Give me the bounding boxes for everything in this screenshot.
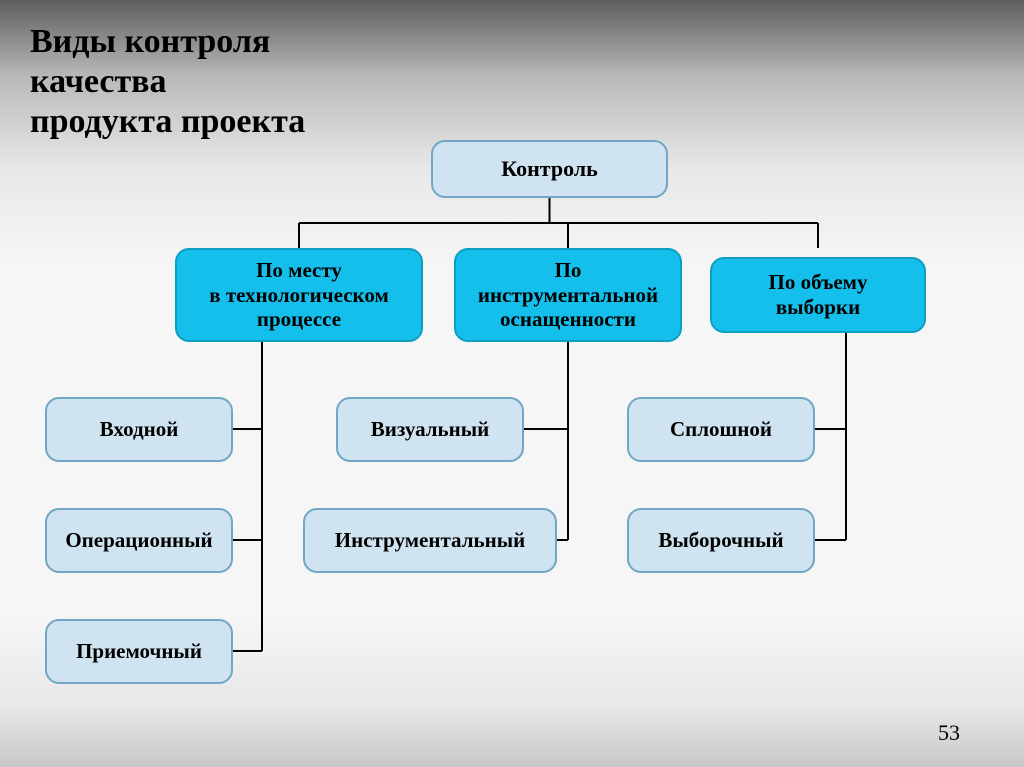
node-cat3-label: По объемувыборки <box>769 270 868 320</box>
node-l31-label: Сплошной <box>670 417 772 442</box>
node-l32-label: Выборочный <box>658 528 783 553</box>
node-leaf-acceptance: Приемочный <box>45 619 233 684</box>
node-root-label: Контроль <box>501 156 598 182</box>
node-l11-label: Входной <box>100 417 179 442</box>
node-cat1-label: По местув технологическомпроцессе <box>209 258 389 332</box>
node-l22-label: Инструментальный <box>335 528 525 553</box>
node-category-volume: По объемувыборки <box>710 257 926 333</box>
node-cat2-label: Поинструментальнойоснащенности <box>478 258 658 332</box>
node-l21-label: Визуальный <box>371 417 490 442</box>
node-leaf-visual: Визуальный <box>336 397 524 462</box>
node-l12-label: Операционный <box>65 528 212 553</box>
node-leaf-incoming: Входной <box>45 397 233 462</box>
node-category-instrument: Поинструментальнойоснащенности <box>454 248 682 342</box>
node-l13-label: Приемочный <box>76 639 202 664</box>
node-root: Контроль <box>431 140 668 198</box>
page-number: 53 <box>938 720 960 746</box>
node-leaf-operational: Операционный <box>45 508 233 573</box>
node-leaf-sample: Выборочный <box>627 508 815 573</box>
node-category-process: По местув технологическомпроцессе <box>175 248 423 342</box>
node-leaf-full: Сплошной <box>627 397 815 462</box>
slide-title: Виды контроля качества продукта проекта <box>30 22 305 142</box>
node-leaf-instrumental: Инструментальный <box>303 508 557 573</box>
